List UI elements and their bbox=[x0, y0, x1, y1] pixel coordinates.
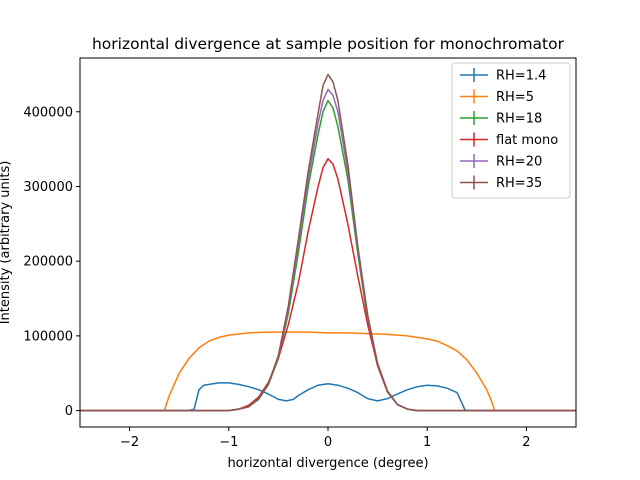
legend-entry: RH=5 bbox=[460, 89, 534, 105]
legend-label: RH=5 bbox=[496, 90, 534, 105]
x-tick-label: −1 bbox=[219, 435, 238, 450]
x-axis-label: horizontal divergence (degree) bbox=[227, 456, 428, 471]
y-tick-label: 0 bbox=[65, 404, 73, 419]
legend-label: RH=1.4 bbox=[496, 69, 546, 84]
legend-entry: RH=18 bbox=[460, 111, 542, 127]
legend-label: RH=20 bbox=[496, 155, 542, 170]
legend-entry: RH=1.4 bbox=[460, 68, 546, 84]
legend-label: RH=35 bbox=[496, 176, 542, 191]
y-tick-label: 200000 bbox=[23, 255, 73, 270]
legend-entry: flat mono bbox=[460, 132, 558, 148]
x-tick-label: 0 bbox=[324, 435, 332, 450]
legend-entry: RH=35 bbox=[460, 175, 542, 191]
y-axis-label: Intensity (arbitrary units) bbox=[0, 161, 13, 325]
y-tick-label: 400000 bbox=[23, 105, 73, 120]
y-axis: 0 100000 200000 300000 400000 bbox=[23, 105, 80, 419]
series-line-1 bbox=[80, 331, 576, 412]
x-tick-label: −2 bbox=[120, 435, 139, 450]
y-tick-label: 100000 bbox=[23, 329, 73, 344]
legend-label: flat mono bbox=[496, 133, 558, 148]
series-layer bbox=[80, 73, 576, 412]
series-line-5 bbox=[80, 73, 576, 412]
legend-label: RH=18 bbox=[496, 112, 542, 127]
chart-title: horizontal divergence at sample position… bbox=[92, 35, 565, 53]
legend-entry: RH=20 bbox=[460, 154, 542, 170]
x-tick-label: 2 bbox=[522, 435, 530, 450]
x-axis: −2 −1 0 1 2 bbox=[120, 427, 531, 450]
x-tick-label: 1 bbox=[423, 435, 431, 450]
y-tick-label: 300000 bbox=[23, 180, 73, 195]
series-line-0 bbox=[80, 382, 576, 412]
legend: RH=1.4 RH=5 RH=18 flat mono RH=20 RH=35 bbox=[451, 62, 571, 199]
